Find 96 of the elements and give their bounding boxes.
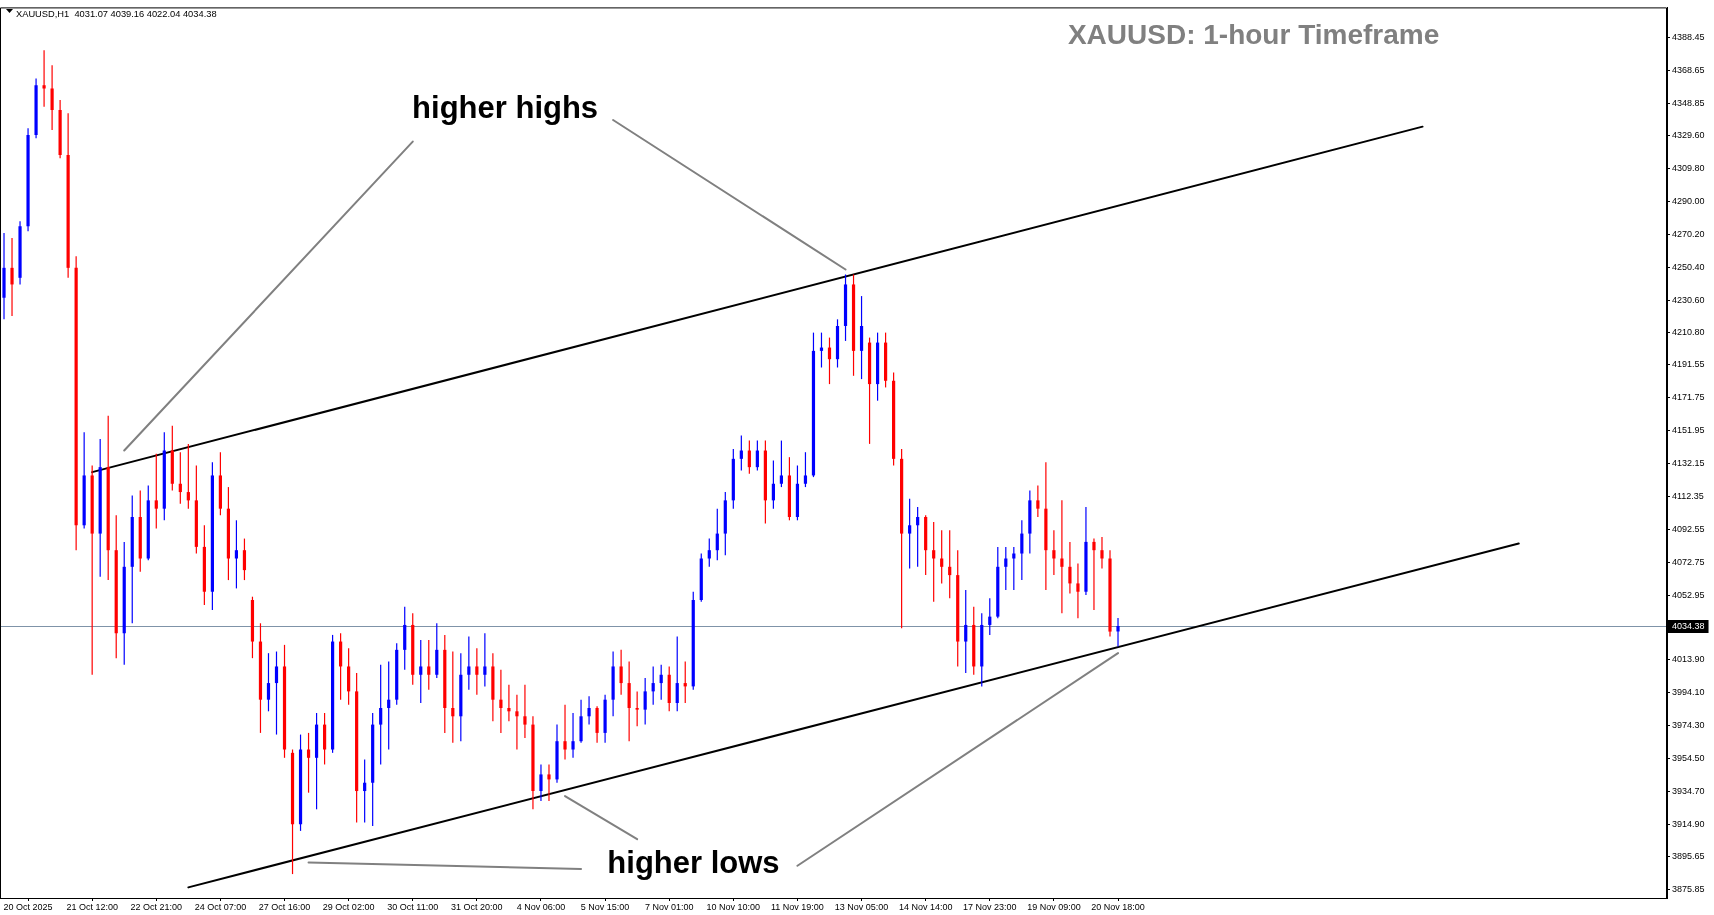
x-tick-label: 22 Oct 21:00 bbox=[130, 901, 183, 912]
candlestick bbox=[771, 459, 775, 510]
x-tick-label: 7 Nov 01:00 bbox=[644, 901, 694, 912]
y-tick-label: 4368.65 bbox=[1672, 65, 1705, 76]
candlestick bbox=[50, 64, 54, 131]
candlestick bbox=[427, 639, 431, 691]
y-tick-label: 3994.10 bbox=[1672, 687, 1705, 698]
candlestick bbox=[1060, 499, 1064, 614]
x-tick-label: 10 Nov 10:00 bbox=[706, 901, 761, 912]
candlestick bbox=[643, 677, 647, 726]
candlestick bbox=[234, 519, 239, 589]
y-tick-label: 4013.90 bbox=[1672, 654, 1705, 665]
candlestick bbox=[587, 695, 591, 726]
y-tick-label: 3954.50 bbox=[1672, 753, 1705, 764]
candlestick bbox=[242, 537, 247, 581]
candlestick bbox=[571, 712, 575, 759]
candlestick bbox=[483, 632, 487, 687]
candlestick bbox=[419, 639, 423, 704]
candlestick bbox=[523, 684, 527, 739]
y-tick-label: 4052.95 bbox=[1672, 589, 1705, 600]
y-tick-label: 4309.80 bbox=[1672, 163, 1705, 173]
y-tick-label: 4171.75 bbox=[1672, 392, 1705, 403]
candlestick bbox=[619, 649, 623, 696]
candlestick bbox=[467, 635, 471, 691]
candlestick bbox=[747, 439, 751, 475]
candlestick bbox=[547, 763, 551, 802]
x-tick-label: 20 Oct 2025 bbox=[3, 901, 53, 912]
chart-subtitle: XAUUSD,H1 4031.07 4039.16 4022.04 4034.38 bbox=[16, 8, 217, 19]
candlestick bbox=[675, 635, 679, 712]
candlestick bbox=[1020, 519, 1024, 581]
candlestick bbox=[507, 684, 511, 722]
annotation: higher highs bbox=[412, 90, 599, 126]
annotation: higher lows bbox=[607, 844, 780, 880]
candlestick bbox=[755, 439, 759, 472]
y-tick-label: 4270.20 bbox=[1672, 228, 1705, 239]
candlestick bbox=[42, 49, 46, 108]
y-tick-label: 4151.95 bbox=[1672, 425, 1705, 436]
ref-line-label: 4034.38 bbox=[1672, 620, 1705, 631]
y-tick-label: 3974.30 bbox=[1672, 720, 1705, 731]
x-tick-label: 14 Nov 14:00 bbox=[898, 901, 953, 912]
candlestick bbox=[154, 453, 158, 530]
y-tick-label: 4348.85 bbox=[1672, 98, 1705, 109]
candlestick bbox=[266, 652, 271, 712]
candlestick bbox=[379, 664, 383, 766]
candlestick bbox=[515, 694, 519, 751]
candlestick bbox=[1012, 546, 1016, 591]
candlestick bbox=[779, 439, 784, 488]
y-tick-label: 4388.45 bbox=[1672, 32, 1705, 43]
x-tick-label: 31 Oct 20:00 bbox=[451, 901, 503, 912]
x-tick-label: 29 Oct 02:00 bbox=[322, 901, 375, 912]
x-tick-label: 30 Oct 11:00 bbox=[387, 901, 439, 912]
y-tick-label: 3934.70 bbox=[1672, 786, 1705, 797]
y-tick-label: 4230.60 bbox=[1672, 294, 1705, 305]
chart-title: XAUUSD: 1-hour Timeframe bbox=[1067, 19, 1440, 51]
y-tick-label: 4092.55 bbox=[1672, 523, 1705, 534]
candlestick bbox=[964, 589, 968, 674]
x-tick-label: 4 Nov 06:00 bbox=[516, 901, 566, 912]
x-tick-label: 24 Oct 07:00 bbox=[194, 901, 247, 912]
candlestick bbox=[1092, 537, 1096, 611]
candlestick bbox=[635, 690, 639, 727]
y-tick-label: 4112.35 bbox=[1672, 490, 1704, 501]
candlestick bbox=[1076, 562, 1080, 619]
y-tick-label: 4072.75 bbox=[1672, 556, 1705, 567]
x-tick-label: 17 Nov 23:00 bbox=[963, 901, 1017, 912]
candlestick bbox=[803, 451, 808, 488]
candlestick bbox=[274, 650, 279, 736]
y-tick-label: 3895.65 bbox=[1672, 850, 1705, 861]
candlestick bbox=[1052, 529, 1056, 576]
x-tick-label: 5 Nov 15:00 bbox=[580, 901, 630, 912]
x-tick-label: 21 Oct 12:00 bbox=[66, 901, 118, 912]
candlestick bbox=[563, 704, 567, 761]
y-tick-label: 4290.00 bbox=[1672, 195, 1705, 206]
candlestick bbox=[1068, 541, 1072, 594]
candlestick bbox=[1036, 484, 1040, 518]
candlestick bbox=[10, 237, 14, 317]
y-tick-label: 4250.40 bbox=[1672, 261, 1705, 272]
y-tick-label: 4191.55 bbox=[1672, 359, 1705, 370]
y-tick-label: 4329.60 bbox=[1672, 130, 1705, 141]
candlestick bbox=[707, 537, 711, 568]
y-tick-label: 3914.90 bbox=[1672, 818, 1705, 829]
candlestick bbox=[715, 508, 719, 561]
x-tick-label: 19 Nov 09:00 bbox=[1027, 901, 1081, 912]
x-tick-label: 20 Nov 18:00 bbox=[1091, 901, 1145, 912]
candlestick bbox=[475, 647, 479, 696]
y-tick-label: 4210.80 bbox=[1672, 327, 1705, 338]
candlestick bbox=[1100, 536, 1104, 570]
candlestick bbox=[1116, 617, 1120, 648]
candlestick bbox=[932, 521, 936, 603]
candlestick bbox=[908, 498, 912, 570]
y-tick-label: 3875.85 bbox=[1672, 883, 1705, 894]
y-tick-label: 4132.15 bbox=[1672, 458, 1705, 469]
candlestick bbox=[539, 763, 543, 802]
x-tick-label: 13 Nov 05:00 bbox=[834, 901, 889, 912]
x-tick-label: 27 Oct 16:00 bbox=[258, 901, 311, 912]
candlestick bbox=[499, 669, 503, 734]
x-tick-label: 11 Nov 19:00 bbox=[771, 901, 824, 912]
